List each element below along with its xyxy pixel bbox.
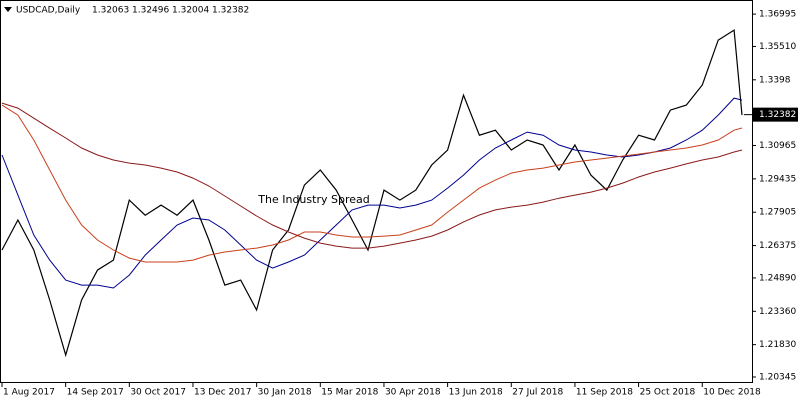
watermark: The Industry Spread — [257, 193, 369, 206]
y-tick-label: 1.30965 — [759, 141, 796, 151]
y-tick-label: 1.3398 — [759, 75, 791, 85]
menu-triangle — [4, 7, 12, 12]
quote-value: 1.32004 — [172, 6, 209, 16]
x-tick-label: 14 Sep 2017 — [67, 388, 124, 398]
moving-average — [1, 104, 743, 263]
x-tick-label: 13 Jun 2018 — [449, 388, 503, 398]
x-tick-label: 11 Sep 2018 — [576, 388, 633, 398]
y-tick-label: 1.29435 — [759, 174, 796, 184]
x-tick-label: 15 Mar 2018 — [321, 388, 378, 398]
y-tick-label: 1.36995 — [759, 10, 796, 20]
quote-value: 1.32496 — [132, 6, 169, 16]
x-tick-label: 10 Dec 2018 — [703, 388, 761, 398]
y-tick-label: 1.20345 — [759, 373, 796, 383]
y-tick-label: 1.35510 — [759, 42, 796, 52]
x-tick-label: 30 Apr 2018 — [385, 388, 441, 398]
x-tick-label: 30 Oct 2017 — [130, 388, 186, 398]
y-tick-label: 1.27905 — [759, 208, 796, 218]
x-tick-label: 27 Jul 2018 — [512, 388, 563, 398]
last-price-box — [752, 107, 798, 122]
quote-value: 1.32382 — [212, 6, 249, 16]
y-tick-label: 1.21830 — [759, 340, 796, 350]
y-tick-label: 1.26375 — [759, 241, 796, 251]
chart-title: USDCAD,Daily — [16, 6, 81, 16]
plot-frame — [0, 0, 753, 383]
y-tick-label: 1.23360 — [759, 307, 796, 317]
last-price-label: 1.32382 — [759, 110, 796, 120]
x-tick-label: 25 Oct 2018 — [640, 388, 696, 398]
x-tick-label: 1 Aug 2017 — [3, 388, 55, 398]
x-tick-label: 30 Jan 2018 — [258, 388, 312, 398]
quote-value: 1.32063 — [92, 6, 129, 16]
y-tick-label: 1.24890 — [759, 273, 796, 283]
moving-average — [1, 97, 743, 289]
x-tick-label: 13 Dec 2017 — [194, 388, 252, 398]
moving-average — [1, 102, 743, 249]
